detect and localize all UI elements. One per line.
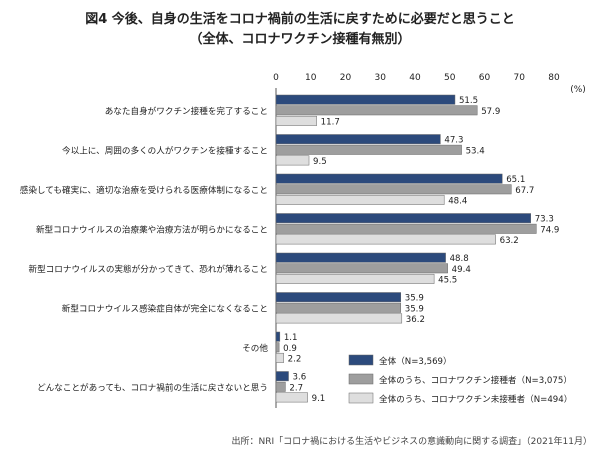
- data-label: 36.2: [406, 315, 425, 325]
- category-label: 新型コロナウイルスの実態が分かってきて、恐れが薄れること: [28, 263, 268, 275]
- category-label: その他: [242, 342, 268, 354]
- category-label: 新型コロナウイルス感染症自体が完全になくなること: [62, 302, 268, 314]
- bar: [275, 331, 281, 342]
- bar: [275, 134, 441, 145]
- bar: [275, 94, 456, 105]
- data-label: 45.5: [438, 275, 457, 285]
- bar: [275, 292, 402, 303]
- chart-subtitle: （全体、コロナワクチン接種有無別）: [189, 32, 411, 47]
- bar: [275, 392, 308, 403]
- legend-label: 全体（N=3,569）: [379, 355, 452, 367]
- x-tick-label: 40: [409, 73, 421, 83]
- category-label: あなた自身がワクチン接種を完了すること: [105, 105, 268, 117]
- legend-swatch: [348, 373, 374, 385]
- legend-label: 全体のうち、コロナワクチン接種者（N=3,075）: [379, 374, 572, 386]
- data-label: 11.7: [321, 117, 340, 127]
- legend-swatch: [348, 354, 374, 366]
- data-label: 47.3: [444, 136, 463, 146]
- x-tick-label: 80: [548, 73, 560, 83]
- data-label: 63.2: [500, 236, 519, 246]
- bar: [275, 115, 317, 126]
- data-label: 0.9: [283, 344, 297, 354]
- data-label: 35.9: [405, 304, 424, 314]
- bar: [275, 155, 310, 166]
- x-tick-label: 60: [479, 73, 491, 83]
- data-label: 73.3: [535, 215, 554, 225]
- x-tick-label: 30: [375, 73, 387, 83]
- data-label: 51.5: [459, 96, 478, 106]
- data-label: 2.7: [289, 383, 303, 393]
- bar: [275, 302, 402, 313]
- category-label: 感染しても確実に、適切な治療を受けられる医療体制になること: [20, 184, 268, 196]
- category-label: 新型コロナウイルスの治療薬や治療方法が明らかになること: [36, 223, 268, 235]
- bar: [275, 144, 462, 155]
- data-label: 9.5: [313, 157, 327, 167]
- bar: [275, 371, 289, 382]
- data-label: 74.9: [540, 225, 559, 235]
- bar: [275, 184, 512, 195]
- category-label: 今以上に、周囲の多くの人がワクチンを接種すること: [62, 144, 268, 156]
- data-label: 1.1: [284, 333, 298, 343]
- data-label: 57.9: [481, 107, 500, 117]
- data-label: 65.1: [506, 175, 525, 185]
- legend-swatch: [348, 392, 374, 404]
- x-tick-label: 0: [273, 73, 279, 83]
- bar: [275, 223, 537, 234]
- bar: [275, 213, 531, 224]
- unit-label: (%): [570, 85, 586, 95]
- bar: [275, 342, 280, 353]
- x-tick-label: 50: [444, 73, 456, 83]
- data-label: 49.4: [452, 265, 471, 275]
- data-label: 3.6: [293, 373, 307, 383]
- bar: [275, 252, 446, 263]
- x-tick-label: 70: [514, 73, 526, 83]
- data-label: 9.1: [312, 394, 326, 404]
- data-label: 2.2: [288, 354, 302, 364]
- category-label: どんなことがあっても、コロナ禍前の生活に戻さないと思う: [37, 381, 268, 393]
- data-label: 48.4: [448, 196, 467, 206]
- bar: [275, 234, 496, 245]
- x-tick-label: 20: [340, 73, 352, 83]
- legend-label: 全体のうち、コロナワクチン未接種者（N=494）: [379, 393, 572, 405]
- data-label: 53.4: [466, 146, 485, 156]
- bar: [275, 263, 448, 274]
- bar: [275, 352, 284, 363]
- bar: [275, 173, 503, 184]
- bar: [275, 105, 478, 116]
- bar: [275, 273, 435, 284]
- bar: [275, 381, 286, 392]
- bar: [275, 194, 445, 205]
- data-label: 48.8: [450, 254, 469, 264]
- chart-title: 図4 今後、自身の生活をコロナ禍前の生活に戻すために必要だと思うこと: [85, 12, 515, 27]
- x-tick-label: 10: [305, 73, 317, 83]
- data-label: 67.7: [515, 186, 534, 196]
- source-note: 出所：NRI「コロナ禍における生活やビジネスの意識動向に関する調査」（2021年…: [231, 437, 593, 447]
- bar: [275, 313, 403, 324]
- data-label: 35.9: [405, 294, 424, 304]
